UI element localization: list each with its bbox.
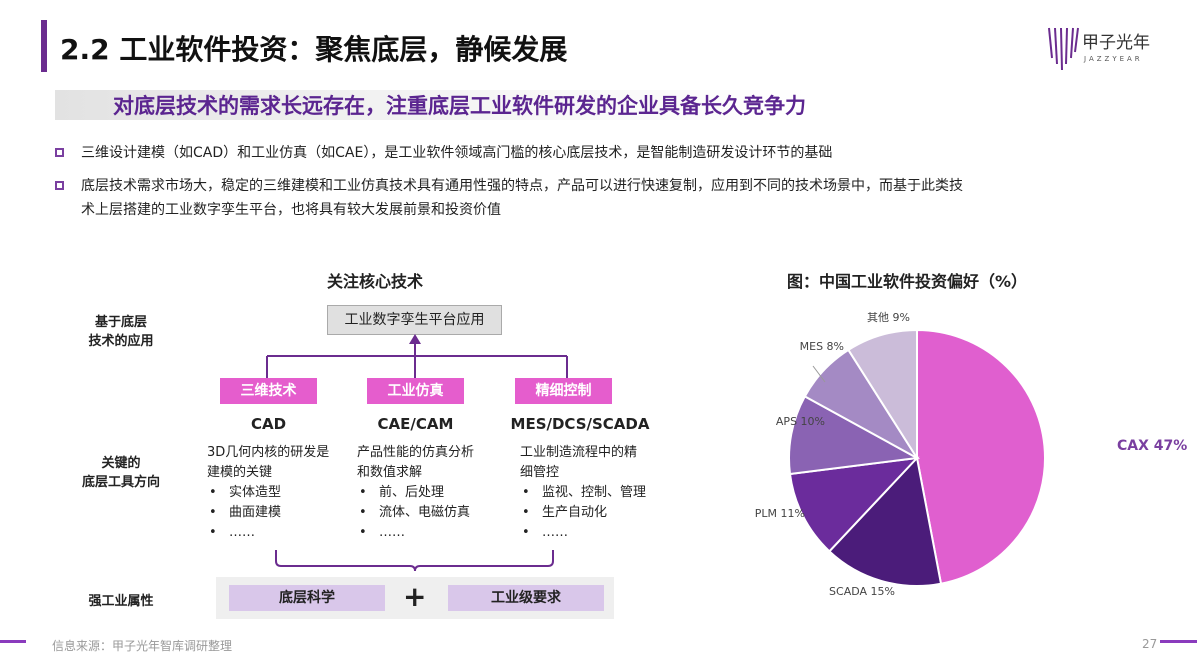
title-accent-bar: [41, 20, 47, 72]
page-title: 2.2 工业软件投资：聚焦底层，静候发展: [60, 33, 568, 66]
bullet-text: 术上层搭建的工业数字孪生平台，也将具有较大发展前景和投资价值: [81, 202, 501, 218]
list-item: 曲面建模: [207, 503, 329, 523]
list-item: 实体造型: [207, 483, 329, 503]
pie-slice: [788, 394, 921, 476]
list-item: 流体、电磁仿真: [357, 503, 474, 523]
arrow-up-icon: [409, 334, 421, 344]
desc-line: 产品性能的仿真分析: [357, 445, 475, 460]
slice-label: MES 8%: [800, 340, 844, 353]
desc-line: 和数值求解: [357, 465, 423, 480]
tag-3d: 三维技术: [220, 378, 317, 404]
bullet-item: 三维设计建模（如CAD）和工业仿真（如CAE），是工业软件领域高门槛的核心底层技…: [55, 143, 1175, 165]
slice-label: CAX 47%: [1117, 438, 1187, 454]
list-item: 监视、控制、管理: [520, 483, 646, 503]
column-head: CAE/CAM: [377, 415, 454, 433]
bullet-text: 底层技术需求市场大，稳定的三维建模和工业仿真技术具有通用性强的特点，产品可以进行…: [81, 178, 963, 194]
subtitle-band: [55, 90, 1135, 120]
column-desc-cae: 产品性能的仿真分析 和数值求解 前、后处理 流体、电磁仿真 ……: [357, 443, 474, 543]
desc-line: 建模的关键: [207, 465, 273, 480]
footer-source: 信息来源：甲子光年智库调研整理: [52, 639, 233, 653]
platform-box: 工业数字孪生平台应用: [327, 305, 502, 335]
desc-line: 3D几何内核的研发是: [207, 445, 330, 460]
column-desc-cad: 3D几何内核的研发是 建模的关键 实体造型 曲面建模 ……: [207, 443, 329, 543]
slice-label: 其他 9%: [867, 311, 910, 324]
pie-slice: [847, 328, 918, 462]
square-bullet-icon: [55, 148, 64, 157]
diagram-title: 关注核心技术: [326, 272, 423, 291]
list-item: ……: [357, 523, 474, 543]
desc-line: 工业制造流程中的精: [520, 445, 638, 460]
slice-label: SCADA 15%: [829, 585, 895, 598]
row-label-app: 基于底层: [94, 315, 147, 330]
desc-line: 细管控: [520, 465, 560, 480]
pie-chart: CAX 47% SCADA 15% PLM 11% APS 10% MES 8% 其他 9…: [755, 311, 1188, 598]
list-item: ……: [207, 523, 329, 543]
row-label-app: 技术的应用: [88, 334, 154, 349]
column-desc-mes: 工业制造流程中的精 细管控 监视、控制、管理 生产自动化 ……: [520, 443, 646, 543]
bullet-item: 底层技术需求市场大，稳定的三维建模和工业仿真技术具有通用性强的特点，产品可以进行…: [55, 176, 1175, 220]
square-bullet-icon: [55, 181, 64, 190]
list-item: ……: [520, 523, 646, 543]
bullet-text: 三维设计建模（如CAD）和工业仿真（如CAE），是工业软件领域高门槛的核心底层技…: [81, 145, 833, 161]
chart-title: 图：中国工业软件投资偏好（%）: [787, 272, 1028, 291]
pill-industrial: 工业级要求: [448, 585, 604, 611]
row-label-tools: 关键的: [101, 456, 141, 471]
row-label-tools: 底层工具方向: [81, 475, 160, 490]
pill-science: 底层科学: [229, 585, 385, 611]
footer-line-left: [0, 640, 26, 643]
pie-slice: [788, 456, 920, 553]
subtitle: 对底层技术的需求长远存在，注重底层工业软件研发的企业具备长久竞争力: [113, 94, 806, 118]
row-label-attr: 强工业属性: [88, 594, 154, 609]
pie-slice: [916, 328, 1046, 585]
tag-simulation: 工业仿真: [367, 378, 464, 404]
pie-slice: [827, 455, 943, 587]
logo-mark-icon: [1048, 27, 1079, 71]
list-item: 前、后处理: [357, 483, 474, 503]
slice-label: PLM 11%: [755, 507, 805, 520]
slice-label: APS 10%: [776, 415, 825, 428]
plus-icon: +: [403, 580, 427, 613]
brand-logo: 甲子光年 JAZZYEAR: [1046, 22, 1166, 72]
column-head: MES/DCS/SCADA: [510, 415, 650, 433]
footer-line-right: [1160, 640, 1197, 643]
logo-subtext: JAZZYEAR: [1084, 55, 1143, 63]
column-head: CAD: [250, 415, 287, 433]
list-item: 生产自动化: [520, 503, 646, 523]
tag-control: 精细控制: [515, 378, 612, 404]
logo-text: 甲子光年: [1082, 33, 1150, 53]
page-number: 27: [1142, 637, 1158, 651]
